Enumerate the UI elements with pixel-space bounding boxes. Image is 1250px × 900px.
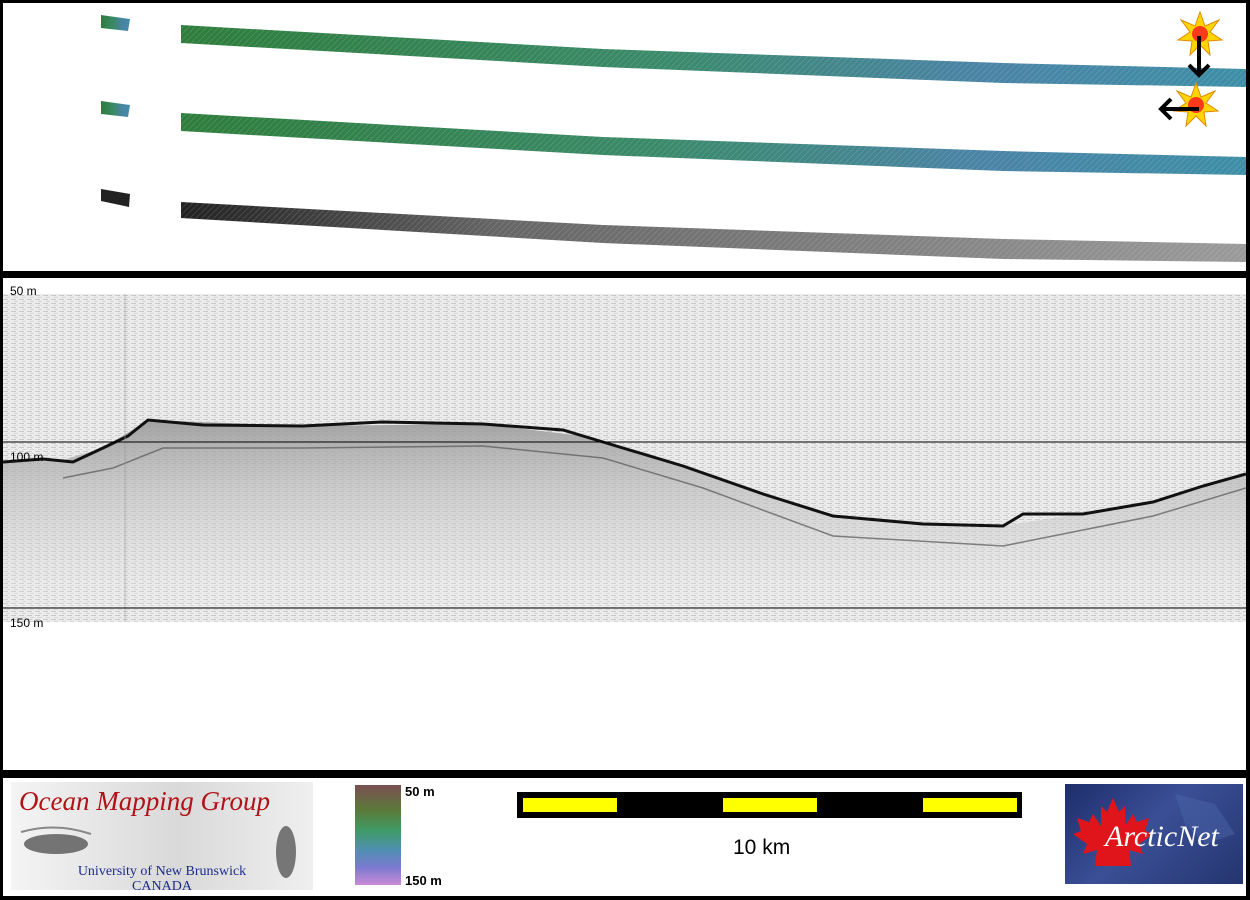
arrow-left-icon — [1158, 97, 1199, 121]
logo-subtitle: University of New Brunswick CANADA — [11, 864, 313, 890]
logo-subtitle-1: University of New Brunswick — [77, 864, 247, 879]
bathymetry-strip-1 — [101, 15, 130, 31]
scale-segment — [723, 798, 817, 812]
scale-segment — [923, 798, 1017, 812]
legend-panel: Ocean Mapping Group University of New Br… — [3, 778, 1246, 896]
depth-label-100: 100 m — [10, 450, 44, 464]
sub-bottom-profile — [3, 294, 1246, 622]
logo-subtitle-2: CANADA — [132, 879, 192, 890]
logo-graphic — [20, 826, 296, 878]
arcticnet-text: ArcticNet — [1105, 820, 1219, 853]
arcticnet-logo: ArcticNet — [1065, 784, 1243, 884]
scale-segment — [523, 798, 617, 812]
bathymetry-strip-2 — [101, 101, 130, 117]
sun-icon — [1172, 81, 1220, 128]
depth-label-50: 50 m — [10, 284, 37, 298]
scale-bar — [517, 792, 1022, 818]
ocean-mapping-group-logo: Ocean Mapping Group University of New Br… — [11, 782, 313, 890]
colorbar-top-label: 50 m — [405, 784, 435, 799]
colorbar-bottom-label: 150 m — [405, 873, 442, 888]
depth-colorbar — [355, 785, 401, 885]
maple-leaf-icon — [1073, 794, 1235, 866]
arrow-down-icon — [1187, 36, 1211, 78]
profile-panel: 50 m 100 m 150 m — [3, 278, 1246, 770]
sediment-layer — [3, 420, 1246, 608]
swath-strips — [101, 10, 1246, 262]
backscatter-strip — [101, 189, 130, 207]
logo-title: Ocean Mapping Group — [19, 786, 270, 816]
depth-label-150: 150 m — [10, 616, 44, 630]
map-panel — [3, 3, 1246, 271]
scale-label: 10 km — [733, 836, 791, 859]
